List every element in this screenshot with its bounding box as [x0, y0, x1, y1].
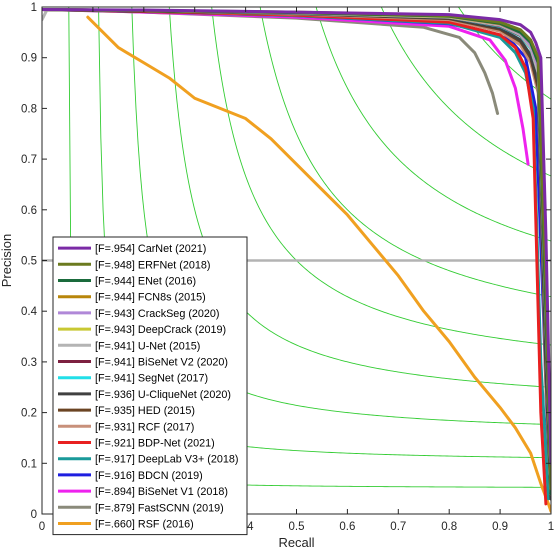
legend-entry: [F=.921] BDP-Net (2021): [95, 438, 215, 450]
y-tick-label: 0.9: [21, 53, 37, 65]
x-tick-label: 0.5: [289, 521, 305, 533]
legend-entry: [F=.917] DeepLab V3+ (2018): [95, 454, 238, 466]
legend-entry: [F=.944] FCN8s (2015): [95, 292, 206, 304]
y-tick-label: 0.1: [21, 458, 37, 470]
x-tick-label: 0.7: [390, 521, 406, 533]
y-tick-label: 0: [31, 509, 37, 521]
legend: [F=.954] CarNet (2021) [F=.948] ERFNet (2…: [52, 236, 248, 536]
legend-box: [52, 236, 248, 536]
legend-entry: [F=.943] CrackSeg (2020): [95, 308, 220, 320]
x-axis-label: Recall: [278, 535, 314, 550]
legend-entry: [F=.948] ERFNet (2018): [95, 259, 211, 271]
y-tick-label: 0.2: [21, 408, 37, 420]
x-tick-label: 0: [39, 521, 45, 533]
x-tick-label: 0.9: [492, 521, 508, 533]
y-tick-label: 0.7: [21, 154, 37, 166]
y-tick-label: 0.5: [21, 256, 37, 268]
legend-entry: [F=.660] RSF (2016): [95, 519, 194, 531]
iso-f-curve: [211, 7, 551, 346]
y-tick-label: 0.8: [21, 103, 37, 115]
legend-entry: [F=.935] HED (2015): [95, 405, 195, 417]
legend-entry: [F=.941] SegNet (2017): [95, 373, 208, 385]
legend-entry: [F=.931] RCF (2017): [95, 421, 194, 433]
iso-f-curve: [315, 7, 551, 242]
legend-entry: [F=.879] FastSCNN (2019): [95, 502, 224, 514]
legend-entry: [F=.894] BiSeNet V1 (2018): [95, 486, 228, 498]
y-tick-label: 0.6: [21, 205, 37, 217]
legend-entry: [F=.944] ENet (2016): [95, 276, 196, 288]
legend-entry: [F=.943] DeepCrack (2019): [95, 324, 226, 336]
legend-entry: [F=.941] BiSeNet V2 (2020): [95, 357, 228, 369]
y-tick-label: 0.4: [21, 306, 38, 318]
legend-entry: [F=.916] BDCN (2019): [95, 470, 203, 482]
legend-entry: [F=.941] U-Net (2015): [95, 340, 200, 352]
x-tick-label: 0.8: [441, 521, 457, 533]
x-tick-label: 0.6: [339, 521, 355, 533]
series-line: [86, 15, 551, 513]
x-tick-label: 1: [548, 521, 554, 533]
y-axis-label: Precision: [0, 234, 14, 287]
legend-entry: [F=.954] CarNet (2021): [95, 243, 206, 255]
legend-entry: [F=.936] U-CliqueNet (2020): [95, 389, 231, 401]
y-tick-label: 0.3: [21, 357, 37, 369]
iso-f-curve: [380, 7, 551, 177]
iso-f-curve: [259, 7, 551, 298]
y-tick-label: 1: [31, 2, 37, 14]
